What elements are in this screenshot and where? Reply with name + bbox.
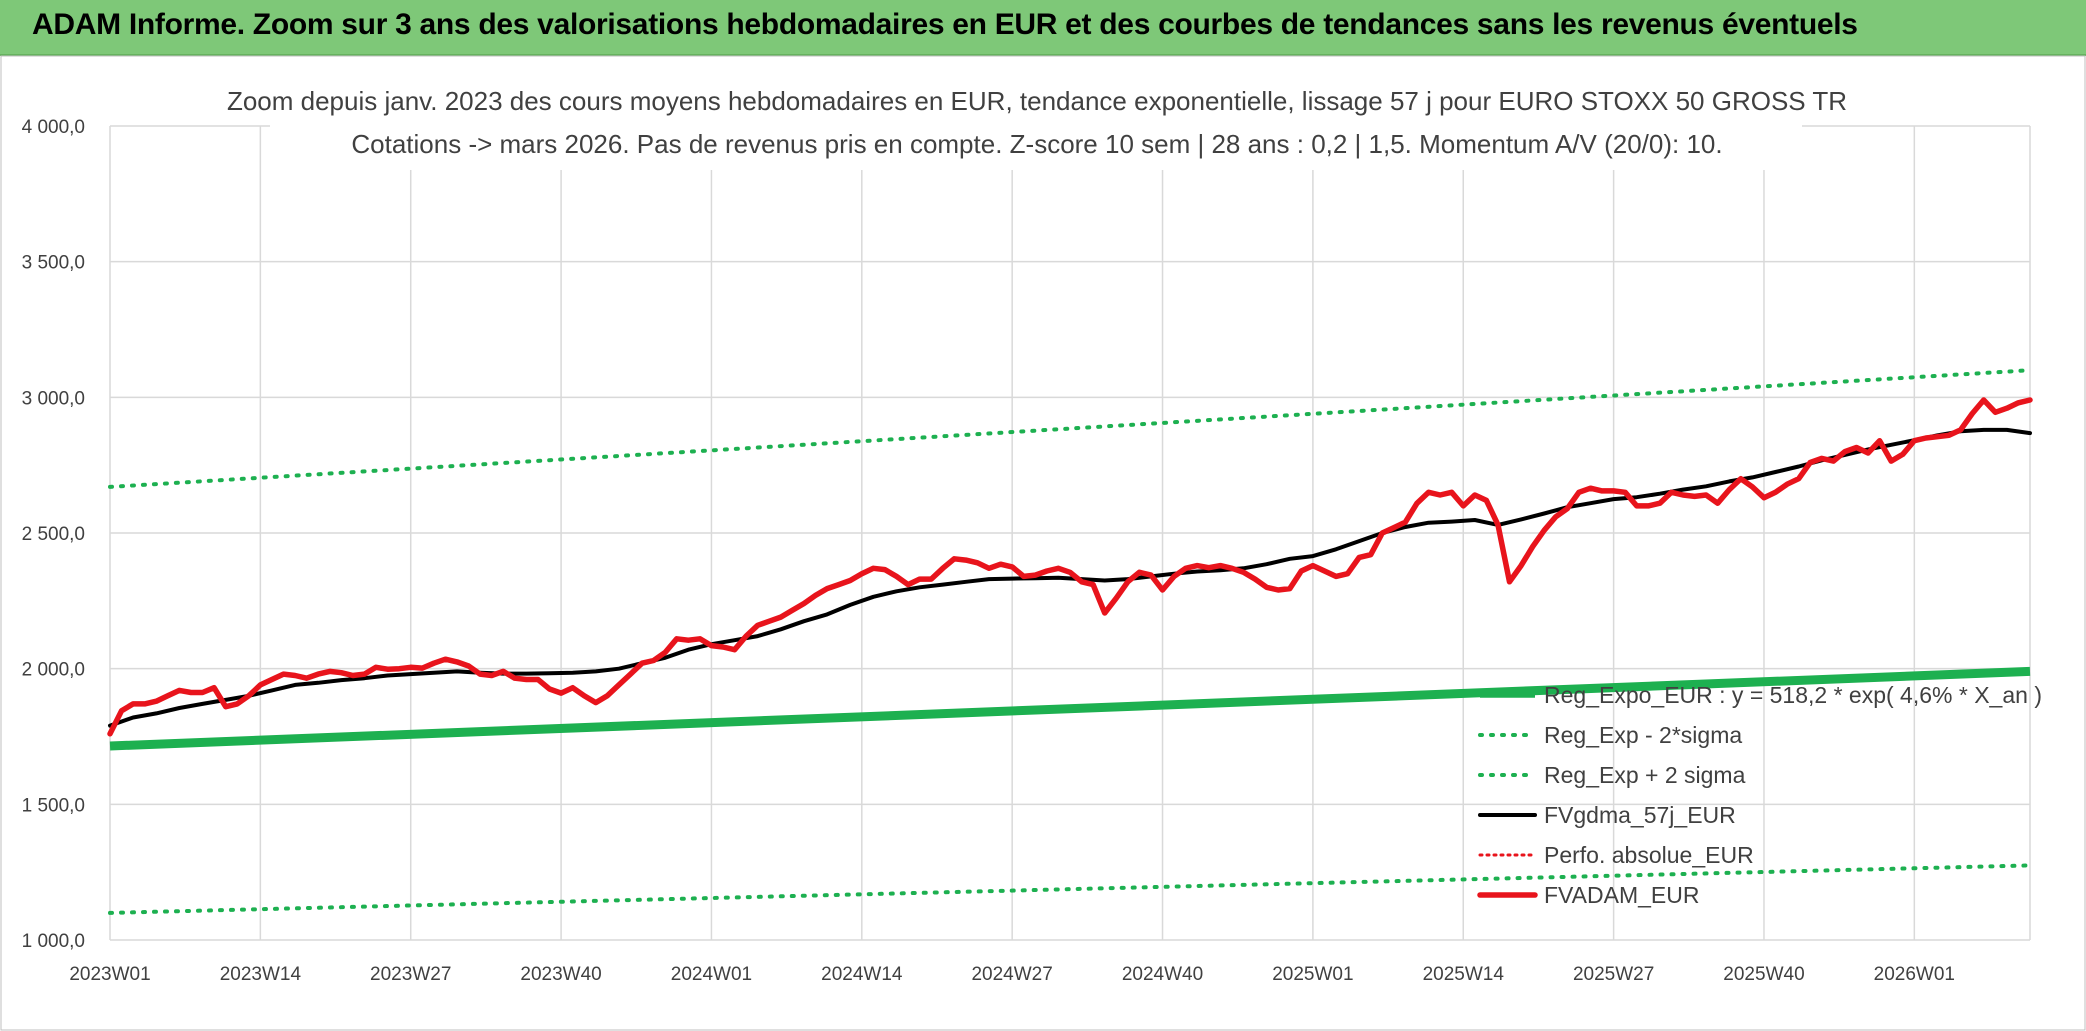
x-tick-label: 2025W01 (1272, 964, 1353, 985)
x-tick-label: 2023W01 (69, 964, 150, 985)
x-tick-label: 2026W01 (1874, 964, 1955, 985)
legend-label: Reg_Exp + 2 sigma (1544, 762, 1746, 788)
chart-frame (0, 55, 2086, 1031)
y-tick-label: 1 000,0 (22, 931, 85, 952)
legend-label: Reg_Exp - 2*sigma (1544, 722, 1742, 748)
y-axis: 1 000,0 1 500,0 2 000,0 2 500,0 3 000,0 3 500… (22, 117, 85, 952)
legend: Reg_Expo_EUR : y = 518,2 * exp( 4,6% * X… (1477, 682, 2042, 908)
series-group (107, 368, 2033, 915)
series-line-band (108, 863, 2032, 915)
y-tick-label: 3 000,0 (22, 388, 85, 409)
legend-label: FVgdma_57j_EUR (1544, 802, 1736, 828)
y-tick-label: 2 500,0 (22, 524, 85, 545)
x-tick-label: 2023W14 (220, 964, 302, 985)
series-line-price (107, 397, 2033, 737)
y-tick-label: 1 500,0 (22, 795, 85, 816)
x-tick-label: 2024W14 (821, 964, 903, 985)
x-tick-label: 2025W40 (1723, 964, 1804, 985)
series-line-band (108, 368, 2032, 489)
series-line-regression (109, 666, 2031, 751)
x-tick-label: 2024W01 (671, 964, 752, 985)
chart-title: Zoom depuis janv. 2023 des cours moyens … (227, 86, 1847, 116)
x-tick-label: 2023W40 (520, 964, 601, 985)
chart-subtitle: Cotations -> mars 2026. Pas de revenus p… (351, 129, 1722, 159)
report-title: ADAM Informe. Zoom sur 3 ans des valoris… (32, 8, 1858, 41)
legend-label: Reg_Expo_EUR : y = 518,2 * exp( 4,6% * X… (1544, 682, 2042, 708)
y-tick-label: 2 000,0 (22, 660, 85, 681)
x-tick-label: 2024W27 (971, 964, 1052, 985)
title-background (270, 78, 1802, 170)
x-tick-label: 2023W27 (370, 964, 451, 985)
x-tick-label: 2025W27 (1573, 964, 1654, 985)
series-line-trend (108, 427, 2032, 728)
gridlines (109, 125, 2031, 941)
x-tick-label: 2024W40 (1122, 964, 1203, 985)
x-tick-label: 2025W14 (1423, 964, 1505, 985)
legend-label: FVADAM_EUR (1544, 882, 1700, 908)
y-tick-label: 3 500,0 (22, 253, 85, 274)
y-tick-label: 4 000,0 (22, 117, 85, 138)
legend-label: Perfo. absolue_EUR (1544, 842, 1754, 868)
x-axis: 2023W01 2023W14 2023W27 2023W40 2024W01 2024W… (69, 964, 1955, 985)
report-header: ADAM Informe. Zoom sur 3 ans des valoris… (0, 0, 2086, 56)
